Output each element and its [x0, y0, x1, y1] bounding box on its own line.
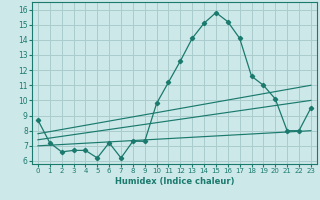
X-axis label: Humidex (Indice chaleur): Humidex (Indice chaleur) [115, 177, 234, 186]
